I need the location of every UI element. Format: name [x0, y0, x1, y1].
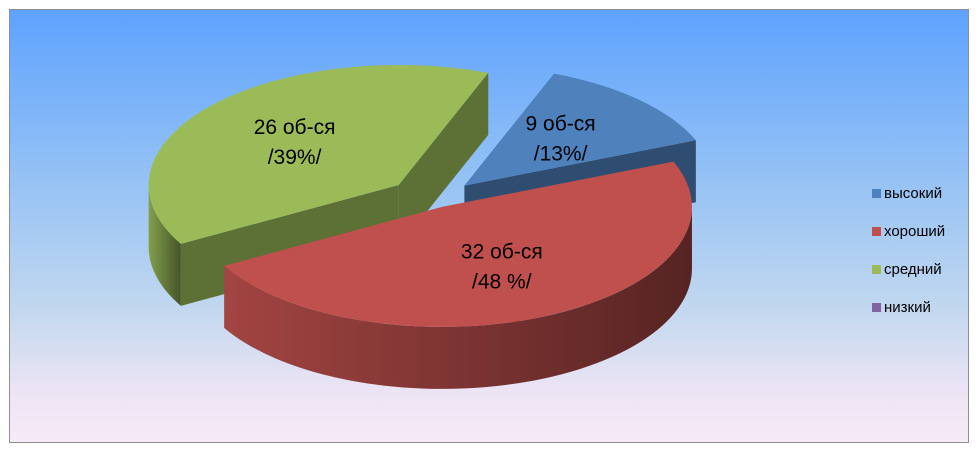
legend-label: хороший: [884, 223, 946, 240]
legend-item-vysokiy: высокий: [872, 184, 945, 203]
legend-label: высокий: [884, 185, 943, 202]
legend-label: низкий: [884, 299, 931, 316]
slice-label-1: /48 %/: [472, 270, 532, 293]
legend-swatch: [872, 303, 881, 312]
pie-slice-cut-2: [398, 72, 489, 247]
legend-item-nizkiy: низкий: [872, 298, 945, 317]
pie-slice-top-0: [464, 73, 696, 186]
slice-label-2: 26 об-ся: [254, 116, 336, 139]
slice-label-1: 32 об-ся: [461, 240, 543, 263]
legend-swatch: [872, 265, 881, 274]
chart-legend: высокий хороший средний низкий: [872, 184, 945, 336]
pie-slice-side-2: [148, 184, 181, 306]
legend-item-sredniy: средний: [872, 260, 945, 279]
legend-item-khoroshiy: хороший: [872, 222, 945, 241]
legend-swatch: [872, 227, 881, 236]
legend-label: средний: [884, 261, 942, 278]
pie-slice-1: 32 об-ся/48 %/: [224, 161, 692, 389]
slice-label-0: 9 об-ся: [526, 112, 596, 135]
legend-swatch: [872, 189, 881, 198]
pie-slice-top-1: [224, 161, 692, 327]
pie-slice-top-2: [148, 64, 489, 244]
slice-label-2: /39%/: [268, 146, 322, 169]
slice-label-0: /13%/: [534, 142, 588, 165]
pie-slice-side-1: [224, 206, 692, 389]
